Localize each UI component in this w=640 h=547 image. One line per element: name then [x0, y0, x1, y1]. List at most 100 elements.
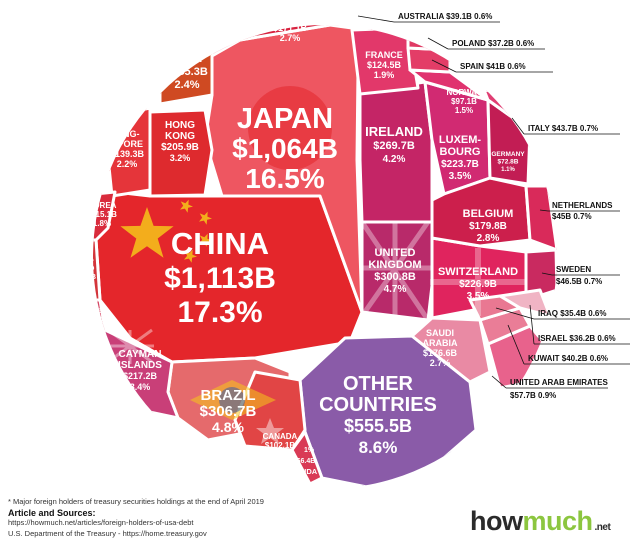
share-bermuda: 1%	[304, 447, 315, 454]
cell-sweden	[524, 248, 557, 302]
share-canada: 1.6%	[271, 450, 289, 459]
china-small-star-icon	[184, 249, 197, 263]
callout-australia: AUSTRALIA $39.1B 0.6%	[357, 12, 500, 23]
uk-flag-icon	[359, 220, 432, 322]
country-name-singapore-2: APORE	[111, 139, 143, 149]
value-germany: $72.8B	[498, 159, 519, 166]
china-small-star-icon	[180, 199, 193, 213]
value-canada: $102.1B	[265, 441, 295, 450]
value-thailand: $82.2B	[72, 272, 97, 281]
value-bermuda: $66.4B	[293, 458, 316, 465]
callout-text-iraq: IRAQ $35.4B 0.6%	[538, 309, 606, 318]
brazil-globe-icon	[219, 387, 245, 413]
label-norway: NORWAY$97.1B1.5%	[446, 88, 482, 115]
label-brazil: BRAZIL$306.7B4.8%	[200, 387, 257, 435]
taiwan-flag-icon	[209, 25, 227, 37]
country-name-united-kingdom-1: UNITED	[375, 247, 416, 259]
callout-text-australia: AUSTRALIA $39.1B 0.6%	[398, 12, 492, 21]
leader-line-netherlands	[539, 209, 549, 212]
share-belgium: 2.8%	[477, 233, 500, 244]
brand-part1: how	[470, 506, 523, 536]
value-france: $124.5B	[367, 60, 402, 70]
share-saudi-arabia: 2.7%	[430, 358, 451, 368]
source-treasury[interactable]: U.S. Department of the Treasury - https:…	[8, 528, 207, 538]
label-switzerland: SWITZERLAND$226.9B3.5%	[438, 266, 518, 302]
howmuch-logo[interactable]: howmuch .net	[470, 506, 611, 537]
country-name-netherlands: NETHERLANDS	[552, 201, 613, 210]
china-small-star-icon	[199, 233, 212, 247]
share-ireland: 4.2%	[383, 154, 406, 165]
leader-line-spain	[431, 59, 457, 73]
leader-line-united-arab-emirates	[491, 375, 507, 389]
canada-leaf-icon	[256, 418, 284, 444]
country-name-france: FRANCE	[365, 50, 403, 60]
value-cayman-islands: $217.2B	[123, 371, 158, 381]
brand-part2: much	[522, 506, 594, 536]
value-singapore: $139.3B	[110, 149, 145, 159]
country-name-switzerland: SWITZERLAND	[438, 266, 518, 278]
country-name-korea: KOREA	[88, 201, 117, 210]
label-singapore: SING-APORE$139.3B2.2%	[110, 129, 145, 169]
share-hong-kong: 3.2%	[170, 153, 191, 163]
country-name-belgium: BELGIUM	[463, 208, 514, 220]
label-korea: KOREA$115.1B1.8%	[87, 201, 117, 228]
country-name-cayman-islands-2: ISLANDS	[118, 360, 162, 371]
country-name-thailand-1: THAI-	[74, 255, 94, 264]
cell-iraq	[468, 294, 522, 322]
share-brazil: 4.8%	[212, 419, 244, 435]
value-norway: $97.1B	[451, 97, 477, 106]
cell-australia	[328, 25, 384, 28]
label-germany: GERMANY$72.8B1.1%	[491, 151, 525, 173]
share-mexico: 0.7%	[85, 324, 100, 331]
country-name-hong-kong-2: KONG	[165, 131, 195, 142]
share-japan: 16.5%	[245, 163, 324, 194]
country-name-bermuda: BERMUDA	[279, 467, 318, 476]
leader-line-israel	[529, 304, 535, 345]
value-luxembourg: $223.7B	[441, 159, 479, 170]
swiss-cross-icon	[430, 248, 526, 316]
share-other-countries: 8.6%	[359, 438, 398, 457]
value-japan: $1,064B	[232, 133, 338, 164]
country-name-united-arab-emirates: UNITED ARAB EMIRATES	[510, 378, 608, 387]
share-singapore: 2.2%	[117, 159, 138, 169]
china-small-star-icon	[199, 211, 212, 225]
callout-text-poland: POLAND $37.2B 0.6%	[452, 39, 534, 48]
leader-line-italy	[511, 117, 525, 135]
country-name-cayman-islands-1: CAYMAN	[119, 349, 162, 360]
label-ireland: IRELAND$269.7B 4.2%	[365, 124, 423, 165]
share-france: 1.9%	[374, 70, 395, 80]
value-hong-kong: $205.9B	[161, 142, 199, 153]
value-belgium: $179.8B	[469, 221, 507, 232]
callout-united-arab-emirates: UNITED ARAB EMIRATES $57.7B 0.9%	[491, 375, 608, 400]
country-name-luxembourg-1: LUXEM-	[439, 134, 482, 146]
leader-line-iraq	[495, 307, 535, 320]
country-name-ireland: IRELAND	[365, 124, 423, 139]
share-korea: 1.8%	[93, 219, 111, 228]
callout-kuwait: KUWAIT $40.2B 0.6%	[507, 324, 630, 365]
country-name-japan: JAPAN	[237, 103, 333, 135]
source-link-article[interactable]: https://howmuch.net/articles/foreign-hol…	[8, 518, 194, 527]
cell-netherlands	[524, 184, 557, 252]
label-belgium: BELGIUM$179.8B2.8%	[463, 208, 514, 244]
cell-korea	[93, 190, 117, 242]
value-india: $155.3B	[166, 66, 208, 78]
country-name-singapore-1: SING-	[114, 129, 139, 139]
country-name-china: CHINA	[171, 226, 269, 261]
label-france: FRANCE$124.5B1.9%	[365, 50, 403, 80]
label-thailand: THAI-LAND$82.2B1.3%	[72, 255, 97, 290]
share-germany: 1.1%	[501, 167, 515, 173]
country-name-hong-kong-1: HONG	[165, 120, 195, 131]
label-bermuda: 1% $66.4B BERMUDA	[279, 447, 318, 476]
country-name-saudi-arabia-2: ARABIA	[423, 338, 458, 348]
value-share-netherlands: $45B 0.7%	[552, 212, 592, 221]
share-taiwan: 2.7%	[280, 33, 301, 43]
leader-line-sweden	[541, 272, 553, 276]
callout-iraq: IRAQ $35.4B 0.6%	[495, 307, 630, 320]
